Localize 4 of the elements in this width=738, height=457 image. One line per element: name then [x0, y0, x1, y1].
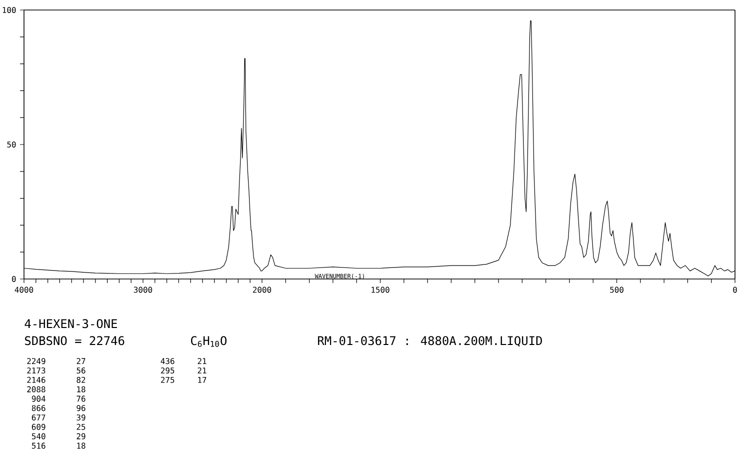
- text: 4-HEXEN-3-ONE: [24, 319, 117, 328]
- text: RM-01-03617 : 4880A.200M.LIQUID: [318, 336, 542, 347]
- text: SDBSNO = 22746: [25, 336, 124, 346]
- text: C$_{6}$H$_{10}$O: [191, 336, 227, 347]
